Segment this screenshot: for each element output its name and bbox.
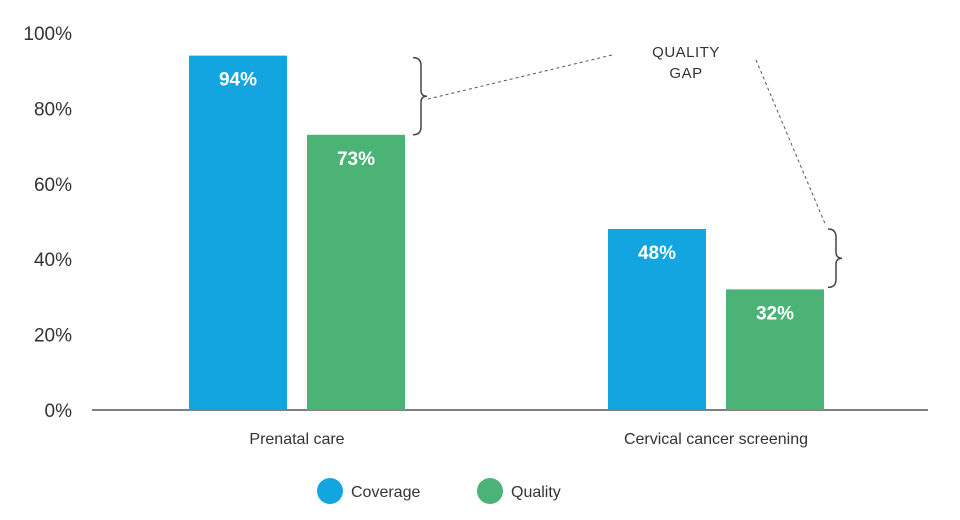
- y-tick-label: 100%: [23, 24, 72, 45]
- legend-swatch-quality: [477, 478, 503, 504]
- legend-label-quality: Quality: [511, 484, 561, 501]
- y-tick-label: 20%: [34, 326, 72, 347]
- bar-coverage-2: [608, 229, 706, 410]
- y-axis-ticks: 0% 20% 40% 60% 80% 100%: [23, 24, 72, 422]
- quality-gap-annotation: QUALITY GAP: [412, 44, 843, 289]
- gap-leader-line-right: [755, 59, 827, 227]
- legend: Coverage Quality: [317, 478, 561, 504]
- y-tick-label: 80%: [34, 99, 72, 120]
- y-tick-label: 40%: [34, 250, 72, 271]
- y-tick-label: 60%: [34, 175, 72, 196]
- x-category-label: Cervical cancer screening: [624, 431, 808, 448]
- bar-quality-1: [307, 134, 405, 411]
- data-label-quality-1: 73%: [337, 149, 375, 170]
- x-category-label: Prenatal care: [249, 431, 344, 448]
- legend-label-coverage: Coverage: [351, 484, 420, 501]
- category-labels: Prenatal care Cervical cancer screening: [249, 431, 808, 448]
- quality-gap-label-line1: QUALITY: [652, 44, 720, 61]
- gap-brace-cervical: [827, 228, 843, 289]
- gap-brace-prenatal: [412, 56, 428, 136]
- y-tick-label: 0%: [45, 401, 73, 422]
- bars-group: 94% 73% 48% 32%: [189, 55, 824, 411]
- data-label-coverage-2: 48%: [638, 243, 676, 264]
- quality-gap-label-line2: GAP: [669, 65, 702, 82]
- gap-leader-line-left: [427, 54, 613, 100]
- bar-coverage-1: [189, 55, 287, 411]
- bar-quality-2: [726, 289, 824, 410]
- data-label-quality-2: 32%: [756, 303, 794, 324]
- legend-swatch-coverage: [317, 478, 343, 504]
- data-label-coverage-1: 94%: [219, 70, 257, 91]
